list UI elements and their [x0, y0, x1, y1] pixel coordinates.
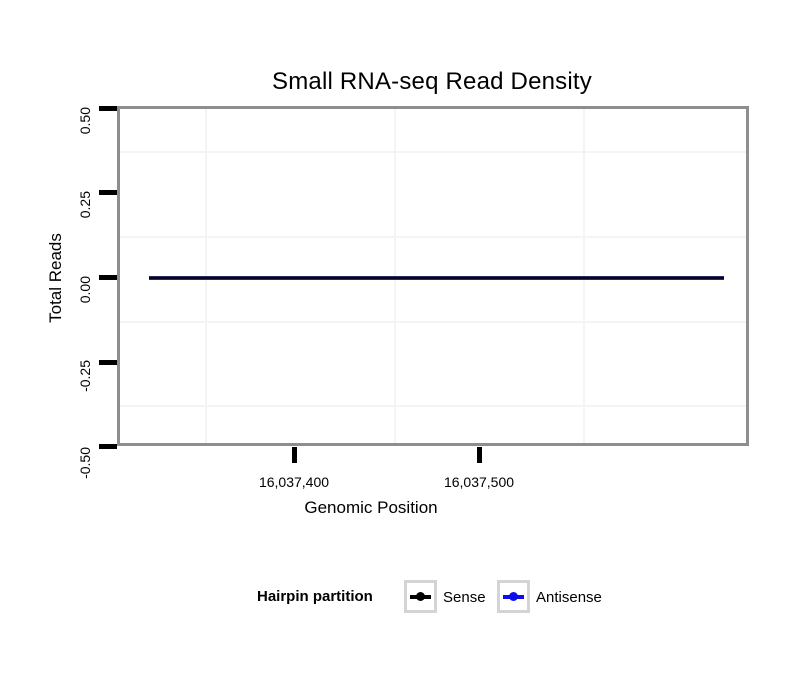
y-tick [99, 190, 117, 195]
x-tick [291, 447, 297, 463]
legend-key-sense [404, 580, 437, 613]
x-axis-title: Genomic Position [304, 498, 438, 517]
horizontal-gridline [120, 236, 746, 238]
plot-panel [117, 106, 749, 446]
legend-key-antisense [497, 580, 530, 613]
chart-title: Small RNA-seq Read Density [272, 68, 592, 95]
sense-point-swatch [416, 591, 425, 601]
y-tick [99, 443, 117, 449]
x-tick-label: 16,037,500 [443, 474, 515, 490]
horizontal-gridline [120, 151, 746, 153]
y-tick [99, 275, 117, 280]
read-density-line [149, 276, 724, 280]
y-tick [99, 359, 117, 365]
horizontal-gridline [120, 405, 746, 407]
legend-title: Hairpin partition [257, 588, 373, 605]
antisense-point-swatch [509, 591, 518, 601]
x-tick-label: 16,037,400 [258, 474, 330, 490]
legend-label-sense: Sense [443, 589, 486, 606]
y-tick [99, 105, 117, 111]
x-tick [476, 447, 482, 463]
horizontal-gridline [120, 321, 746, 323]
legend-label-antisense: Antisense [536, 589, 602, 606]
